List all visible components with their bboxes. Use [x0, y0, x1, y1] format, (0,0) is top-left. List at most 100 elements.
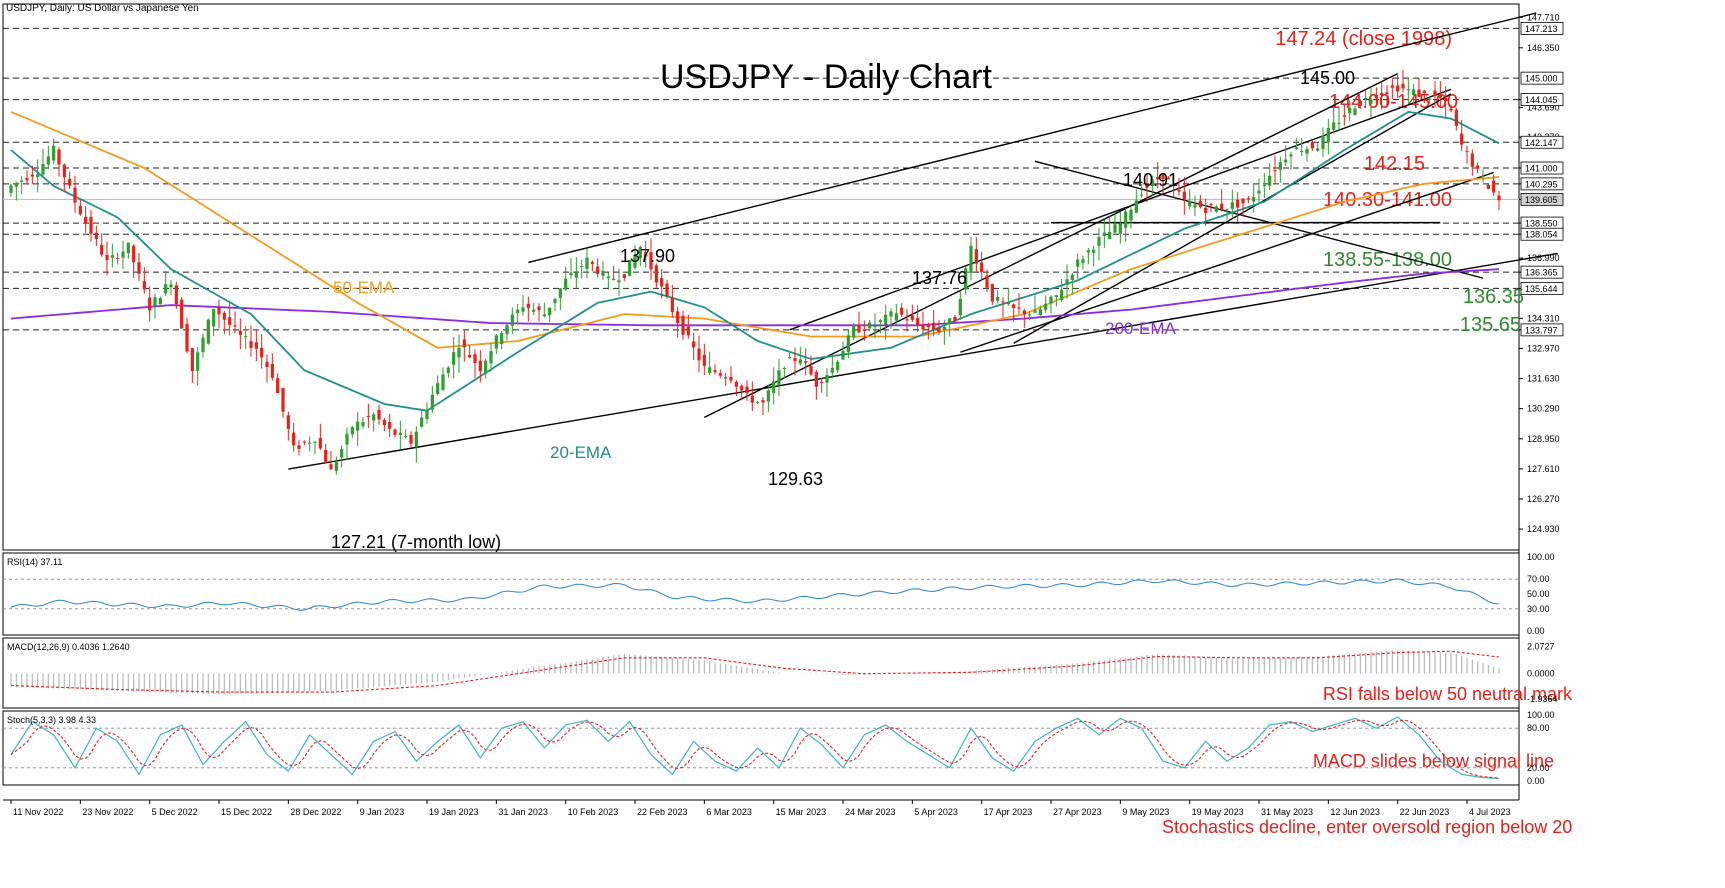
candle-body: [1177, 189, 1181, 192]
candle-body: [116, 257, 120, 259]
candle-body: [638, 246, 642, 259]
candle-body: [1241, 198, 1245, 204]
candle-body: [580, 265, 584, 267]
candle-body: [462, 339, 466, 348]
candle-body: [132, 245, 136, 263]
candle-body: [1316, 148, 1320, 151]
trendline: [789, 88, 1452, 331]
price-annotation: 127.21 (7-month low): [331, 532, 501, 552]
candle-body: [1396, 85, 1400, 92]
candle-body: [718, 373, 722, 376]
candle-body: [1092, 249, 1096, 253]
candle-body: [1326, 128, 1330, 143]
candle-body: [1230, 202, 1234, 209]
candle-body: [1422, 90, 1426, 93]
candle-body: [649, 252, 653, 270]
x-tick-label: 6 Mar 2023: [706, 807, 752, 817]
y-tick-label: 147.710: [1527, 12, 1560, 22]
candle-body: [857, 324, 861, 333]
macd-tick-label: -1.9364: [1527, 694, 1558, 704]
x-tick-label: 19 May 2023: [1192, 807, 1244, 817]
y-tick-label: 146.350: [1527, 43, 1560, 53]
candle-body: [681, 315, 685, 335]
x-tick-label: 27 Apr 2023: [1053, 807, 1102, 817]
candle-body: [25, 177, 29, 181]
symbol-label: USDJPY, Daily: US Dollar vs Japanese Yen: [6, 3, 199, 14]
candle-body: [414, 431, 418, 448]
candle-body: [1188, 201, 1192, 207]
candle-body: [1369, 99, 1373, 104]
candle-body: [212, 309, 216, 327]
macd-signal-line: [10, 650, 1500, 693]
candle-body: [713, 370, 717, 373]
candle-body: [57, 149, 61, 165]
macd-label: MACD(12,26,9) 0.4036 1.2640: [7, 642, 130, 652]
candle-body: [233, 325, 237, 327]
level-label: 147.24 (close 1998): [1275, 28, 1452, 50]
rsi-tick-label: 70.00: [1527, 574, 1550, 584]
candle-body: [388, 422, 392, 429]
candle-body: [190, 348, 194, 372]
price-box-label: 147.213: [1525, 24, 1558, 34]
x-tick-label: 5 Dec 2022: [152, 807, 198, 817]
price-box: [1520, 227, 1564, 241]
candle-body: [1012, 304, 1016, 309]
candle-body: [900, 307, 904, 315]
candle-body: [345, 433, 349, 445]
candle-body: [916, 317, 920, 326]
candle-body: [516, 309, 520, 314]
candle-body: [905, 319, 909, 321]
level-label: 142.15: [1364, 153, 1425, 175]
price-box-label: 140.295: [1525, 179, 1558, 189]
trendline: [528, 12, 1537, 264]
candle-body: [756, 401, 760, 403]
candle-body: [1038, 309, 1042, 316]
candle-body: [1497, 195, 1501, 201]
candle-body: [1412, 89, 1416, 96]
candle-body: [1294, 147, 1298, 149]
x-tick-label: 15 Mar 2023: [776, 807, 827, 817]
rsi-line: [10, 578, 1500, 611]
price-box-label: 141.000: [1525, 164, 1558, 174]
price-box: [1520, 177, 1564, 191]
candle-body: [740, 385, 744, 391]
candle-body: [585, 257, 589, 269]
candle-body: [1204, 207, 1208, 213]
candle-body: [1449, 108, 1453, 111]
macd-note: MACD slides below signal line: [1313, 751, 1554, 771]
candle-body: [660, 278, 664, 287]
candle-body: [228, 317, 232, 325]
price-annotation: 145.00: [1300, 68, 1355, 88]
candle-body: [254, 342, 258, 349]
candle-body: [750, 395, 754, 403]
candle-body: [473, 354, 477, 363]
candle-body: [73, 187, 77, 203]
stoch-main-line: [10, 716, 1500, 779]
y-tick-label: 136.990: [1527, 253, 1560, 263]
candle-body: [1305, 148, 1309, 154]
candle-body: [1476, 165, 1480, 169]
level-label: 138.55-138.00: [1323, 249, 1452, 271]
candle-body: [953, 316, 957, 322]
candle-body: [1070, 274, 1074, 281]
candle-body: [1049, 296, 1053, 304]
x-tick-label: 12 Jun 2023: [1330, 807, 1380, 817]
candle-body: [825, 374, 829, 383]
candle-body: [798, 359, 802, 364]
x-tick-label: 22 Feb 2023: [637, 807, 688, 817]
candle-body: [89, 216, 93, 234]
candle-body: [665, 283, 669, 296]
price-box-label: 136.365: [1525, 268, 1558, 278]
price-box-label: 142.147: [1525, 138, 1558, 148]
x-tick-label: 31 Jan 2023: [498, 807, 548, 817]
candle-body: [292, 432, 296, 446]
candle-body: [1076, 259, 1080, 267]
candle-body: [617, 280, 621, 283]
x-tick-label: 9 Jan 2023: [360, 807, 405, 817]
price-box: [1520, 161, 1564, 175]
candle-body: [52, 145, 56, 161]
price-annotation: 137.90: [620, 246, 675, 266]
level-label: 140.30-141.00: [1323, 189, 1452, 211]
candle-body: [686, 326, 690, 336]
candle-body: [670, 297, 674, 312]
